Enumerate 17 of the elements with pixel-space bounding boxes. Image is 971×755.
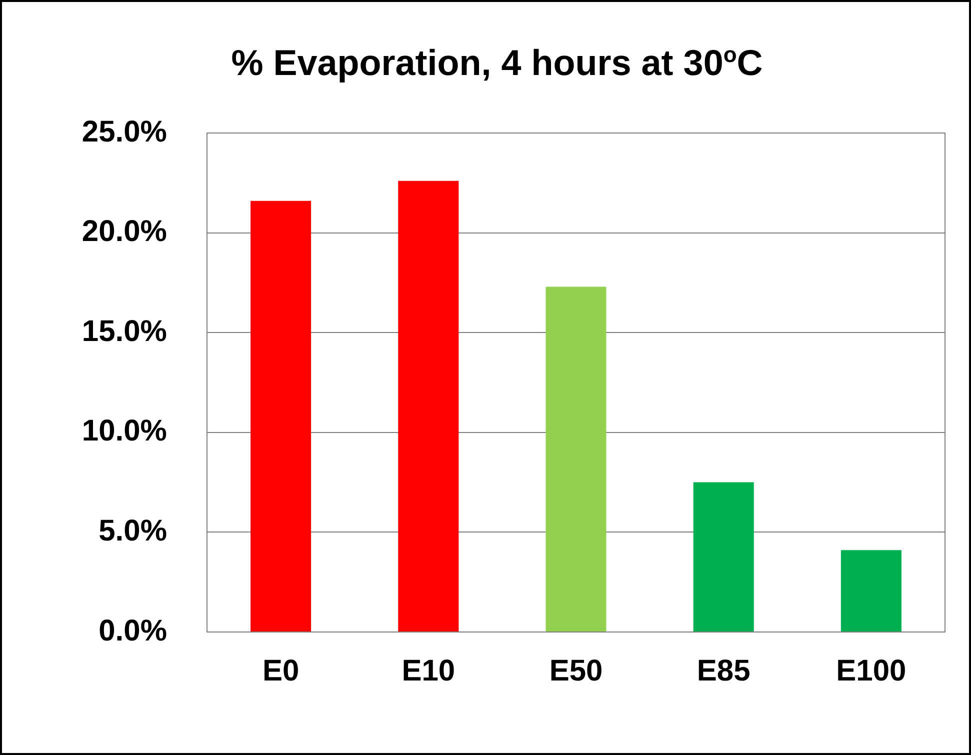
y-tick-label: 10.0% (82, 414, 167, 448)
bar (693, 482, 754, 632)
bar (250, 200, 312, 632)
x-tick-label: E85 (696, 654, 750, 688)
y-tick-label: 20.0% (82, 215, 167, 248)
chart-title: % Evaporation, 4 hours at 30$^{o}$C (230, 42, 764, 84)
x-tick-label: E50 (549, 654, 603, 688)
bar (546, 286, 606, 632)
y-tick-label: 15.0% (82, 314, 167, 348)
x-tick-label: E0 (262, 654, 300, 688)
y-tick-label: 0.0% (98, 614, 167, 648)
x-tick-label: E10 (402, 654, 456, 688)
x-tick-label: E100 (836, 654, 906, 688)
y-tick-label: 5.0% (98, 514, 167, 548)
bar (840, 550, 902, 632)
bar (398, 180, 459, 632)
y-tick-label: 25.0% (82, 115, 167, 148)
